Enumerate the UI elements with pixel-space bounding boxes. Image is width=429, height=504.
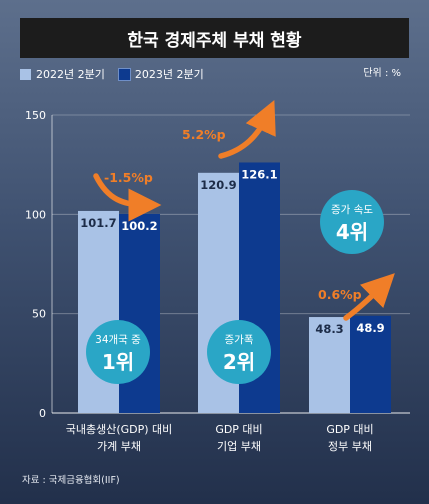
bar-2022-cat2 <box>309 317 350 413</box>
rank-badge-caption-0: 34개국 중 <box>95 334 141 346</box>
change-label-0: -1.5%p <box>104 170 153 185</box>
change-arrow-2 <box>343 273 395 321</box>
legend-label-2023: 2023년 2분기 <box>134 68 204 81</box>
category-label-2-line0: GDP 대비 <box>326 423 373 436</box>
value-label-2023-cat1: 126.1 <box>241 167 277 181</box>
change-label-1: 5.2%p <box>182 127 226 142</box>
category-label-1-line0: GDP 대비 <box>215 423 262 436</box>
y-tick-label-0: 0 <box>39 407 46 420</box>
value-label-2022-cat2: 48.3 <box>315 322 343 336</box>
legend-swatch-2023 <box>117 67 131 81</box>
legend: 2022년 2분기 2023년 2분기 <box>20 66 218 82</box>
rank-badge-1 <box>207 320 271 384</box>
change-label-2: 0.6%p <box>318 287 362 302</box>
rank-badge-rank-0: 1위 <box>102 350 134 374</box>
category-label-1-line1: 기업 부채 <box>217 440 261 453</box>
rank-badge-2 <box>320 190 384 254</box>
y-tick-label-100: 100 <box>25 208 46 221</box>
legend-item-2022: 2022년 2분기 <box>20 66 105 82</box>
change-arrow-1 <box>218 99 276 159</box>
legend-item-2023: 2023년 2분기 <box>117 66 204 82</box>
source-note: 자료 : 국제금융협회(IIF) <box>22 475 120 486</box>
rank-badge-caption-1: 증가폭 <box>225 334 254 346</box>
bar-2023-cat2 <box>350 315 391 413</box>
rank-badge-0 <box>86 320 150 384</box>
value-label-2023-cat0: 100.2 <box>121 219 157 233</box>
category-label-0-line1: 가계 부채 <box>97 440 141 453</box>
change-arrow-0 <box>93 173 162 222</box>
category-label-0-line0: 국내총생산(GDP) 대비 <box>66 423 173 436</box>
rank-badge-rank-2: 4위 <box>336 220 368 244</box>
category-label-2-line1: 정부 부채 <box>328 440 372 453</box>
legend-label-2022: 2022년 2분기 <box>36 68 105 81</box>
rank-badge-caption-2: 증가 속도 <box>331 204 373 216</box>
y-tick-label-150: 150 <box>25 109 46 122</box>
value-label-2023-cat2: 48.9 <box>356 321 384 335</box>
legend-swatch-2022 <box>20 68 31 80</box>
value-label-2022-cat1: 120.9 <box>200 178 236 192</box>
chart-title: 한국 경제주체 부채 현황 <box>127 30 302 51</box>
y-tick-label-50: 50 <box>32 308 46 321</box>
title-bar: 한국 경제주체 부채 현황 <box>20 18 409 58</box>
unit-label: 단위 : % <box>363 68 401 79</box>
value-label-2022-cat0: 101.7 <box>80 216 116 230</box>
rank-badge-rank-1: 2위 <box>223 350 255 374</box>
